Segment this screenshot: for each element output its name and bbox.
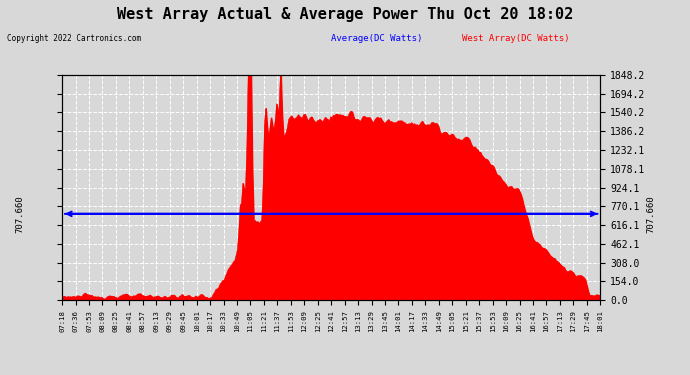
Text: 707.660: 707.660 <box>646 195 655 232</box>
Text: Copyright 2022 Cartronics.com: Copyright 2022 Cartronics.com <box>7 34 141 43</box>
Text: West Array(DC Watts): West Array(DC Watts) <box>462 34 570 43</box>
Text: Average(DC Watts): Average(DC Watts) <box>331 34 422 43</box>
Text: 707.660: 707.660 <box>15 195 24 232</box>
Text: West Array Actual & Average Power Thu Oct 20 18:02: West Array Actual & Average Power Thu Oc… <box>117 8 573 22</box>
